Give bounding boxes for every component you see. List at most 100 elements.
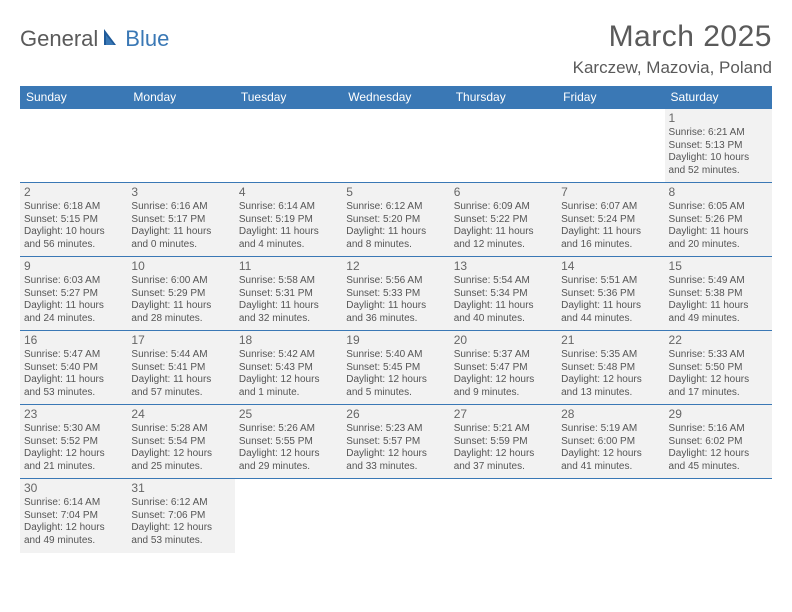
calendar-week-row: 16Sunrise: 5:47 AMSunset: 5:40 PMDayligh… <box>20 331 772 405</box>
cell-line: and 52 minutes. <box>669 165 768 178</box>
calendar-cell: 5Sunrise: 6:12 AMSunset: 5:20 PMDaylight… <box>342 183 449 257</box>
calendar-cell: 20Sunrise: 5:37 AMSunset: 5:47 PMDayligh… <box>450 331 557 405</box>
cell-line: Sunset: 5:24 PM <box>561 214 660 227</box>
cell-line: and 25 minutes. <box>131 461 230 474</box>
day-number: 20 <box>454 333 553 348</box>
day-number: 26 <box>346 407 445 422</box>
cell-line: and 49 minutes. <box>669 313 768 326</box>
cell-line: Sunrise: 6:14 AM <box>24 497 123 510</box>
cell-line: Daylight: 10 hours <box>24 226 123 239</box>
calendar-cell: 19Sunrise: 5:40 AMSunset: 5:45 PMDayligh… <box>342 331 449 405</box>
day-number: 18 <box>239 333 338 348</box>
cell-line: and 57 minutes. <box>131 387 230 400</box>
cell-line: Sunset: 5:15 PM <box>24 214 123 227</box>
calendar-cell: 16Sunrise: 5:47 AMSunset: 5:40 PMDayligh… <box>20 331 127 405</box>
calendar-cell: 6Sunrise: 6:09 AMSunset: 5:22 PMDaylight… <box>450 183 557 257</box>
calendar-cell: 30Sunrise: 6:14 AMSunset: 7:04 PMDayligh… <box>20 479 127 553</box>
day-number: 16 <box>24 333 123 348</box>
day-number: 14 <box>561 259 660 274</box>
cell-line: Sunset: 7:06 PM <box>131 510 230 523</box>
cell-line: Daylight: 11 hours <box>669 226 768 239</box>
cell-line: Daylight: 11 hours <box>346 300 445 313</box>
day-number: 2 <box>24 185 123 200</box>
cell-line: Sunrise: 5:37 AM <box>454 349 553 362</box>
cell-line: and 45 minutes. <box>669 461 768 474</box>
calendar-cell: 10Sunrise: 6:00 AMSunset: 5:29 PMDayligh… <box>127 257 234 331</box>
cell-line: and 53 minutes. <box>131 535 230 548</box>
cell-line: Sunset: 5:33 PM <box>346 288 445 301</box>
day-number: 19 <box>346 333 445 348</box>
day-number: 7 <box>561 185 660 200</box>
cell-line: Daylight: 12 hours <box>239 448 338 461</box>
cell-line: Daylight: 12 hours <box>131 522 230 535</box>
cell-line: and 20 minutes. <box>669 239 768 252</box>
day-number: 1 <box>669 111 768 126</box>
calendar-cell <box>450 109 557 183</box>
cell-line: Daylight: 11 hours <box>131 226 230 239</box>
title-block: March 2025 Karczew, Mazovia, Poland <box>573 20 772 78</box>
cell-line: Sunset: 6:00 PM <box>561 436 660 449</box>
logo-text-general: General <box>20 26 98 52</box>
cell-line: and 0 minutes. <box>131 239 230 252</box>
cell-line: and 32 minutes. <box>239 313 338 326</box>
cell-line: and 36 minutes. <box>346 313 445 326</box>
cell-line: Daylight: 11 hours <box>239 300 338 313</box>
calendar-cell: 4Sunrise: 6:14 AMSunset: 5:19 PMDaylight… <box>235 183 342 257</box>
calendar-cell: 24Sunrise: 5:28 AMSunset: 5:54 PMDayligh… <box>127 405 234 479</box>
calendar-cell: 23Sunrise: 5:30 AMSunset: 5:52 PMDayligh… <box>20 405 127 479</box>
cell-line: Sunrise: 6:07 AM <box>561 201 660 214</box>
cell-line: Daylight: 11 hours <box>454 226 553 239</box>
day-number: 15 <box>669 259 768 274</box>
cell-line: Daylight: 12 hours <box>346 374 445 387</box>
cell-line: Daylight: 12 hours <box>669 374 768 387</box>
day-header: Wednesday <box>342 86 449 109</box>
day-number: 10 <box>131 259 230 274</box>
cell-line: Sunrise: 5:26 AM <box>239 423 338 436</box>
day-number: 28 <box>561 407 660 422</box>
cell-line: Sunrise: 5:19 AM <box>561 423 660 436</box>
day-header: Sunday <box>20 86 127 109</box>
cell-line: Sunset: 5:13 PM <box>669 140 768 153</box>
cell-line: Daylight: 11 hours <box>561 226 660 239</box>
day-number: 6 <box>454 185 553 200</box>
cell-line: Daylight: 12 hours <box>561 374 660 387</box>
logo-text-blue: Blue <box>125 26 169 52</box>
cell-line: and 24 minutes. <box>24 313 123 326</box>
cell-line: Sunrise: 6:03 AM <box>24 275 123 288</box>
day-header: Friday <box>557 86 664 109</box>
cell-line: Sunset: 5:52 PM <box>24 436 123 449</box>
cell-line: and 16 minutes. <box>561 239 660 252</box>
cell-line: Sunset: 5:45 PM <box>346 362 445 375</box>
day-number: 9 <box>24 259 123 274</box>
calendar-cell: 18Sunrise: 5:42 AMSunset: 5:43 PMDayligh… <box>235 331 342 405</box>
cell-line: Sunset: 5:34 PM <box>454 288 553 301</box>
calendar-cell: 28Sunrise: 5:19 AMSunset: 6:00 PMDayligh… <box>557 405 664 479</box>
calendar-cell: 25Sunrise: 5:26 AMSunset: 5:55 PMDayligh… <box>235 405 342 479</box>
cell-line: and 41 minutes. <box>561 461 660 474</box>
cell-line: Sunset: 5:17 PM <box>131 214 230 227</box>
cell-line: Daylight: 11 hours <box>239 226 338 239</box>
cell-line: Sunset: 5:54 PM <box>131 436 230 449</box>
cell-line: Sunset: 5:43 PM <box>239 362 338 375</box>
location-label: Karczew, Mazovia, Poland <box>573 58 772 78</box>
cell-line: Daylight: 12 hours <box>24 448 123 461</box>
cell-line: Daylight: 12 hours <box>131 448 230 461</box>
cell-line: Sunset: 5:38 PM <box>669 288 768 301</box>
cell-line: and 53 minutes. <box>24 387 123 400</box>
cell-line: Sunrise: 6:21 AM <box>669 127 768 140</box>
cell-line: Daylight: 12 hours <box>561 448 660 461</box>
day-number: 5 <box>346 185 445 200</box>
cell-line: Sunrise: 5:30 AM <box>24 423 123 436</box>
calendar-cell: 27Sunrise: 5:21 AMSunset: 5:59 PMDayligh… <box>450 405 557 479</box>
cell-line: Daylight: 11 hours <box>24 300 123 313</box>
day-number: 25 <box>239 407 338 422</box>
cell-line: Sunrise: 5:58 AM <box>239 275 338 288</box>
day-number: 3 <box>131 185 230 200</box>
cell-line: Daylight: 12 hours <box>454 374 553 387</box>
day-number: 8 <box>669 185 768 200</box>
day-number: 11 <box>239 259 338 274</box>
day-number: 30 <box>24 481 123 496</box>
cell-line: and 56 minutes. <box>24 239 123 252</box>
cell-line: Daylight: 11 hours <box>24 374 123 387</box>
calendar-body: 1Sunrise: 6:21 AMSunset: 5:13 PM Daylight… <box>20 109 772 553</box>
